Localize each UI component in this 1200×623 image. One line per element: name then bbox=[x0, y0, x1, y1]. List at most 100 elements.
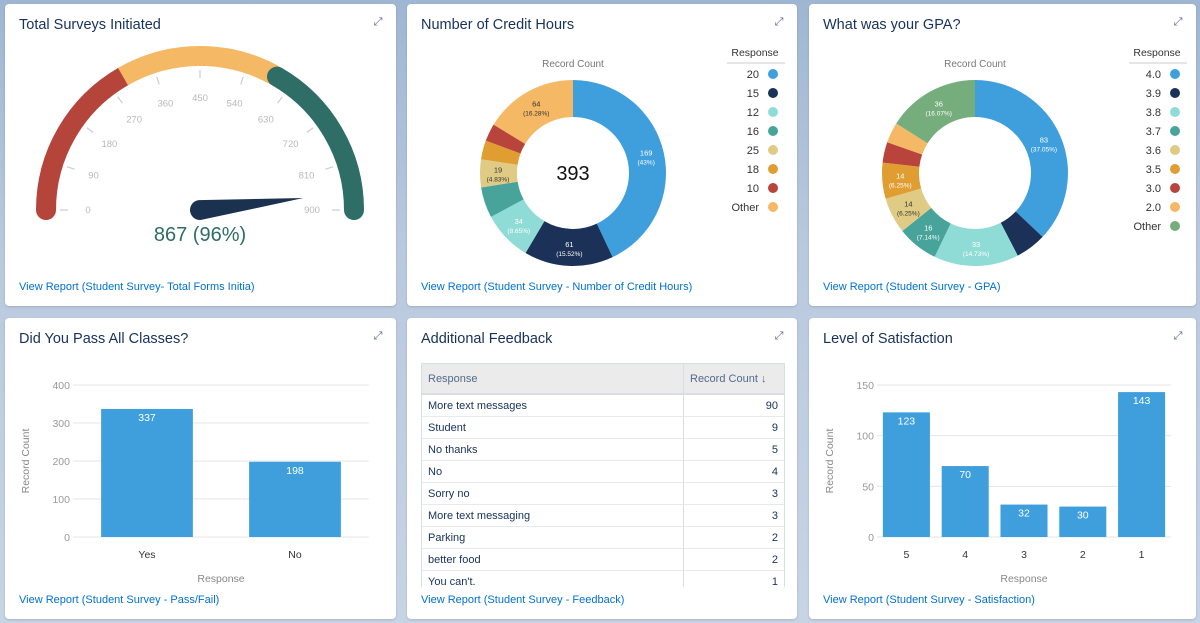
donut-slice[interactable] bbox=[896, 80, 975, 144]
view-report-link[interactable]: View Report (Student Survey- Total Forms… bbox=[19, 281, 255, 293]
gauge-tick-label: 540 bbox=[227, 98, 243, 109]
bar[interactable] bbox=[101, 408, 193, 537]
response-cell: No bbox=[422, 460, 684, 483]
gauge-band bbox=[267, 66, 364, 220]
slice-pct-label: (16.28%) bbox=[523, 111, 549, 118]
legend-label: 2.0 bbox=[1146, 202, 1161, 214]
donut-slice[interactable] bbox=[975, 80, 1068, 237]
column-header-response[interactable]: Response bbox=[422, 364, 684, 395]
card-satisfaction: Level of Satisfaction ⤢ 0 50 100 150 123 5 70 4… bbox=[809, 318, 1196, 619]
card-title: Additional Feedback bbox=[421, 331, 553, 347]
y-tick-label: 50 bbox=[862, 481, 874, 493]
donut-slice[interactable] bbox=[902, 207, 951, 257]
donut-slice[interactable] bbox=[573, 80, 666, 258]
table-row: You can't. 1 bbox=[422, 570, 784, 587]
card-credit-hours: Number of Credit Hours ⤢ Record Count 169… bbox=[407, 4, 797, 306]
bar[interactable] bbox=[1118, 392, 1166, 537]
bar[interactable] bbox=[249, 461, 341, 537]
gauge-tick-label: 630 bbox=[258, 114, 274, 125]
expand-icon[interactable]: ⤢ bbox=[373, 16, 383, 28]
legend-swatch bbox=[1170, 164, 1180, 174]
legend-label: 25 bbox=[747, 145, 759, 157]
expand-icon[interactable]: ⤢ bbox=[774, 330, 784, 342]
expand-icon[interactable]: ⤢ bbox=[1173, 330, 1183, 342]
response-cell: More text messages bbox=[422, 394, 684, 417]
y-tick-label: 150 bbox=[856, 380, 874, 392]
x-tick-label: No bbox=[288, 549, 302, 561]
x-axis-label: Response bbox=[1000, 573, 1047, 585]
donut-slice[interactable] bbox=[485, 124, 526, 154]
donut-slice[interactable] bbox=[887, 123, 928, 155]
legend-label: 3.5 bbox=[1146, 164, 1161, 176]
expand-icon[interactable]: ⤢ bbox=[373, 330, 383, 342]
donut-slice[interactable] bbox=[493, 80, 573, 144]
gauge-chart: 0 90 180 270 360 450 540 630 720 810 900 867 (96%) bbox=[36, 46, 364, 246]
donut-slice[interactable] bbox=[525, 221, 613, 266]
bar[interactable] bbox=[1059, 506, 1107, 537]
gauge-tick bbox=[156, 76, 160, 85]
donut-slice[interactable] bbox=[481, 140, 521, 165]
x-tick-label: 1 bbox=[1139, 549, 1145, 561]
count-cell: 90 bbox=[683, 394, 784, 417]
legend-label: 12 bbox=[747, 107, 759, 119]
response-cell: More text messaging bbox=[422, 504, 684, 527]
legend-swatch bbox=[768, 69, 778, 79]
legend-swatch bbox=[768, 202, 778, 212]
table-row: Parking 2 bbox=[422, 526, 784, 549]
feedback-table: Response Record Count ↓ More text messag… bbox=[421, 363, 785, 587]
slice-pct-label: (4.83%) bbox=[487, 176, 510, 183]
expand-icon[interactable]: ⤢ bbox=[1173, 16, 1183, 28]
view-report-link[interactable]: View Report (Student Survey - Pass/Fail) bbox=[19, 594, 220, 606]
count-cell: 3 bbox=[683, 504, 784, 527]
slice-value-label: 33 bbox=[972, 240, 980, 249]
table-row: No thanks 5 bbox=[422, 438, 784, 461]
y-axis-label: Record Count bbox=[824, 429, 836, 494]
gauge-value: 867 (96%) bbox=[154, 224, 246, 246]
slice-value-label: 34 bbox=[515, 217, 523, 226]
gauge-tick-label: 270 bbox=[126, 114, 142, 125]
gauge-tick bbox=[86, 127, 94, 133]
y-tick-label: 300 bbox=[52, 418, 70, 430]
gauge-band bbox=[118, 46, 282, 86]
card-feedback: Additional Feedback ⤢ Response Record Co… bbox=[407, 318, 797, 619]
expand-icon[interactable]: ⤢ bbox=[774, 16, 784, 28]
gauge-tick bbox=[66, 166, 75, 170]
view-report-link[interactable]: View Report (Student Survey - Number of … bbox=[421, 281, 693, 293]
view-report-link[interactable]: View Report (Student Survey - Feedback) bbox=[421, 594, 625, 606]
donut-slice[interactable] bbox=[934, 222, 1018, 266]
bar[interactable] bbox=[1000, 504, 1048, 537]
bar[interactable] bbox=[882, 412, 930, 537]
legend-swatch bbox=[768, 183, 778, 193]
legend-label: 15 bbox=[747, 88, 759, 100]
table-row: No 4 bbox=[422, 460, 784, 483]
column-header-record-count[interactable]: Record Count ↓ bbox=[683, 364, 784, 395]
legend-swatch bbox=[1170, 69, 1180, 79]
donut-slice[interactable] bbox=[481, 181, 524, 217]
donut-slice[interactable] bbox=[480, 159, 518, 188]
donut-slice[interactable] bbox=[882, 162, 922, 199]
donut-slice[interactable] bbox=[1000, 211, 1043, 256]
slice-value-label: 64 bbox=[532, 100, 540, 109]
response-cell: You can't. bbox=[422, 570, 684, 587]
count-cell: 9 bbox=[683, 416, 784, 439]
count-cell: 4 bbox=[683, 460, 784, 483]
view-report-link[interactable]: View Report (Student Survey - Satisfacti… bbox=[823, 594, 1035, 606]
bar[interactable] bbox=[941, 466, 989, 537]
donut-slice[interactable] bbox=[491, 199, 545, 253]
donut-slice[interactable] bbox=[882, 142, 923, 167]
arrow-down-icon: ↓ bbox=[760, 372, 767, 385]
count-cell: 1 bbox=[683, 570, 784, 587]
chart-subtitle: Record Count bbox=[542, 59, 604, 70]
table-row: better food 2 bbox=[422, 548, 784, 571]
slice-value-label: 16 bbox=[924, 224, 932, 233]
slice-value-label: 14 bbox=[896, 171, 904, 180]
gauge-tick-label: 90 bbox=[88, 170, 99, 181]
card-title: Level of Satisfaction bbox=[823, 331, 953, 347]
bar-value-label: 32 bbox=[1018, 508, 1030, 520]
donut-slice[interactable] bbox=[885, 188, 932, 231]
response-cell: Sorry no bbox=[422, 482, 684, 505]
legend-label: Other bbox=[1133, 221, 1161, 233]
gauge-tick-label: 450 bbox=[192, 93, 208, 104]
view-report-link[interactable]: View Report (Student Survey - GPA) bbox=[823, 281, 1001, 293]
y-tick-label: 0 bbox=[64, 532, 70, 544]
